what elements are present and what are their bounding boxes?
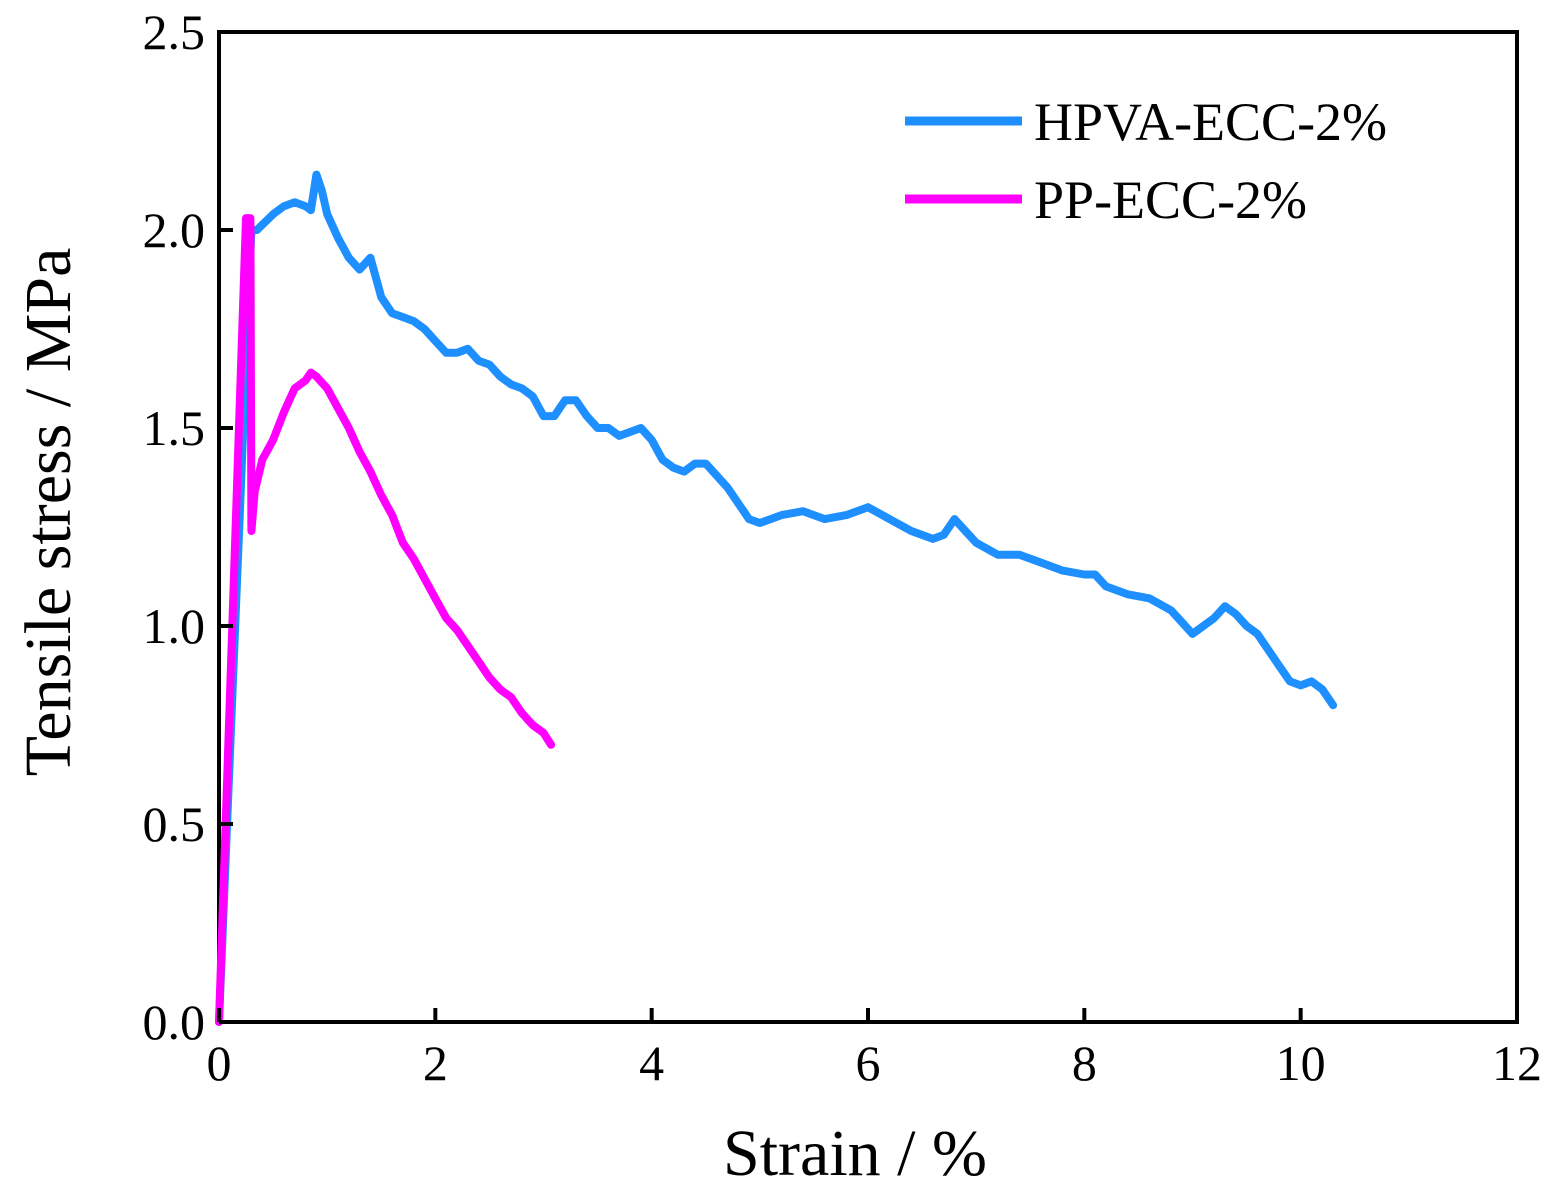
x-tick-label-1: 2 [423, 1035, 448, 1091]
y-tick-label-1: 0.5 [143, 796, 206, 852]
legend-label-pp: PP-ECC-2% [1034, 170, 1307, 230]
y-tick-label-0: 0.0 [143, 994, 206, 1050]
y-axis-title: Tensile stress / MPa [12, 248, 85, 777]
x-tick-label-3: 6 [856, 1035, 881, 1091]
x-tick-label-0: 0 [207, 1035, 232, 1091]
x-tick-label-4: 8 [1072, 1035, 1097, 1091]
y-tick-label-2: 1.0 [143, 598, 206, 654]
series-line-hpva [215, 170, 1338, 1026]
y-tick-label-5: 2.5 [143, 4, 206, 60]
x-axis-title: Strain / % [723, 1117, 987, 1190]
series-layer [215, 170, 1338, 1026]
x-tick-label-2: 4 [639, 1035, 664, 1091]
plot-area [217, 30, 1519, 1024]
legend-label-hpva: HPVA-ECC-2% [1034, 92, 1387, 152]
x-tick-label-5: 10 [1276, 1035, 1326, 1091]
y-tick-label-4: 2.0 [143, 202, 206, 258]
ticks-layer: 0 2 4 6 8 10 12 0.0 0.5 1.0 1.5 2.0 2.5 [143, 4, 1543, 1091]
legend: HPVA-ECC-2% PP-ECC-2% [905, 92, 1387, 230]
series-line-pp [215, 214, 556, 1026]
x-tick-label-6: 12 [1492, 1035, 1542, 1091]
y-tick-label-3: 1.5 [143, 400, 206, 456]
